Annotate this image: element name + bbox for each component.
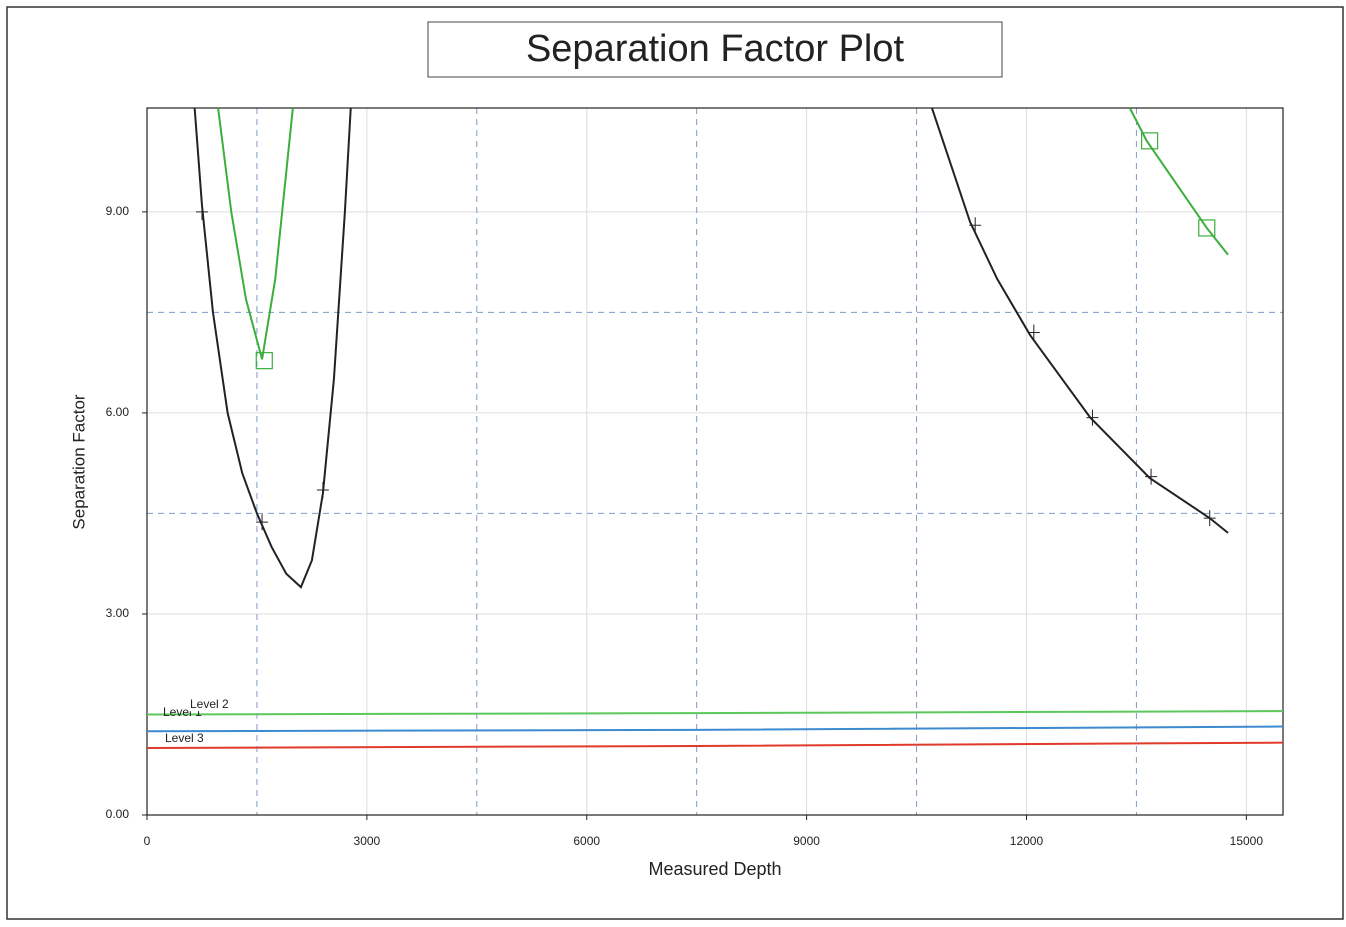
series-line [193,108,352,589]
x-tick-label: 0 [144,834,151,848]
marker [255,352,273,370]
marker [1145,468,1158,485]
series-line [147,725,1283,733]
plot-area [147,108,1283,815]
series-line [930,108,1229,534]
x-tick-label: 3000 [354,834,381,848]
marker [1198,219,1216,237]
series-line [1128,108,1229,256]
series-line [147,741,1283,749]
title-box [427,21,1003,78]
marker [256,514,269,531]
level-label: Level 3 [165,731,204,745]
marker [195,203,208,220]
y-axis-label: Separation Factor [69,394,88,529]
plot-border [146,107,1284,816]
level-label: Level 2 [190,697,229,711]
marker [969,217,982,234]
marker [316,481,329,498]
label-background [189,697,231,712]
x-axis-label: Measured Depth [648,859,781,879]
y-tick-label: 6.00 [106,405,130,419]
marker [1203,510,1216,527]
frame [6,6,1344,920]
marker [1141,132,1159,150]
y-tick-label: 0.00 [106,807,130,821]
marker [1027,324,1040,341]
series-line [217,108,294,360]
x-tick-label: 15000 [1230,834,1264,848]
y-tick-label: 9.00 [106,204,130,218]
marker [1086,409,1099,426]
chart-title: Separation Factor Plot [526,28,905,70]
y-tick-label: 3.00 [106,606,130,620]
series-line [147,710,1283,716]
x-tick-label: 9000 [793,834,820,848]
x-tick-label: 6000 [573,834,600,848]
x-tick-label: 12000 [1010,834,1044,848]
series-layer [147,108,1283,749]
